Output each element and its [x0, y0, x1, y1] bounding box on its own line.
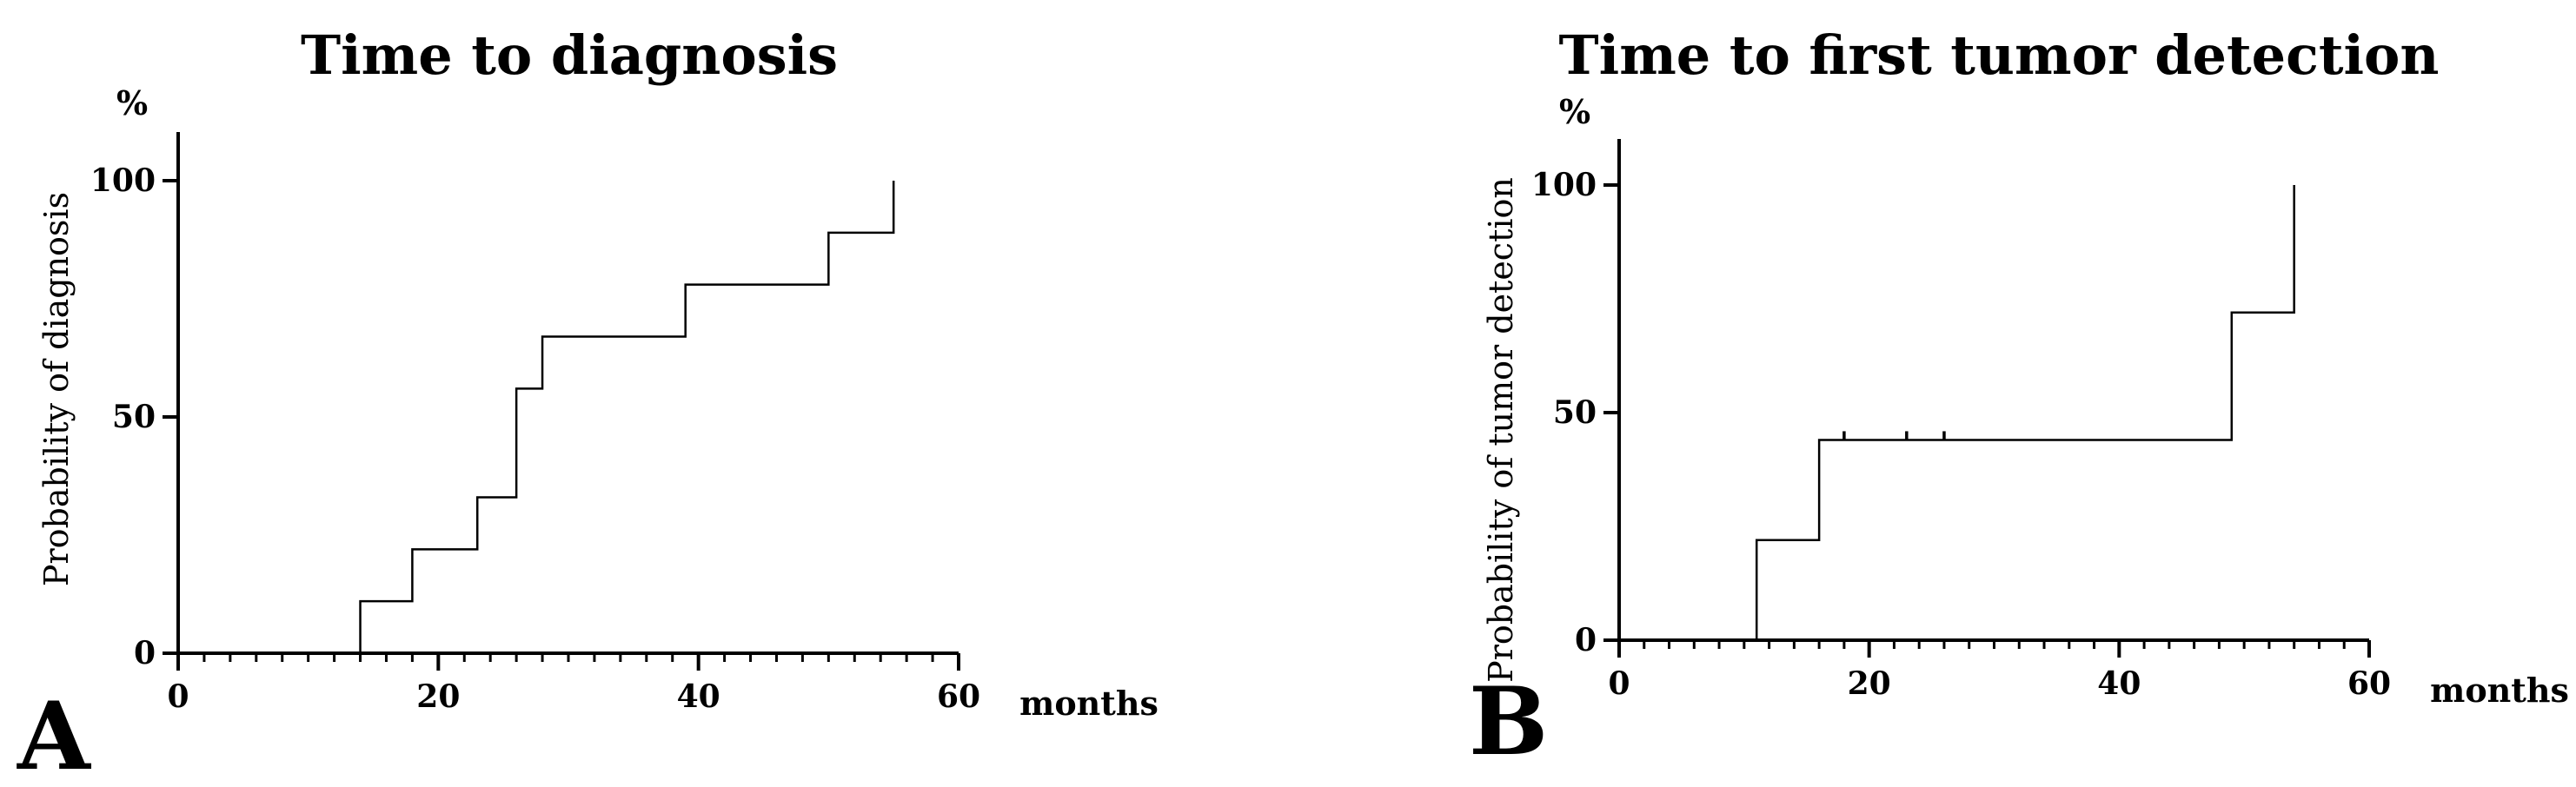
y-tick-label: 50	[1553, 394, 1597, 431]
panel-b-letter: B	[1469, 667, 1548, 777]
x-tick-label: 0	[167, 678, 189, 715]
x-tick-label: 60	[937, 678, 980, 715]
panel-b-x-unit: months	[2430, 671, 2569, 710]
panel-a: Time to diagnosis % Probability of diagn…	[17, 23, 1159, 787]
panel-b-title: Time to first tumor detection	[1559, 23, 2440, 87]
panel-b-axes	[1617, 139, 2369, 642]
panel-b-y-axis-label: Probability of tumor detection	[1482, 177, 1520, 683]
panel-b-y-unit: %	[1559, 92, 1590, 131]
y-tick-label: 100	[1531, 167, 1597, 203]
panel-a-axes	[176, 132, 959, 655]
panel-a-ticks: 0 20 40 60 0 50 100	[90, 162, 980, 715]
panel-a-y-unit: %	[116, 83, 148, 122]
x-tick-label: 40	[2097, 665, 2141, 702]
y-tick-label: 100	[90, 162, 156, 199]
panel-b-series	[1619, 185, 2295, 642]
x-tick-label: 20	[416, 678, 460, 715]
panel-a-x-unit: months	[1019, 684, 1159, 723]
km-step-curve	[178, 181, 895, 655]
km-step-curve	[1619, 185, 2295, 642]
y-tick-label: 50	[112, 399, 156, 435]
x-tick-label: 40	[677, 678, 720, 715]
y-tick-label: 0	[134, 635, 156, 671]
panel-a-title: Time to diagnosis	[301, 23, 838, 87]
y-tick-label: 0	[1575, 622, 1597, 658]
x-tick-label: 0	[1608, 665, 1630, 702]
panel-a-letter: A	[17, 682, 92, 787]
panel-b-ticks: 0 20 40 60 0 50 100	[1531, 167, 2391, 702]
x-tick-label: 20	[1848, 665, 1891, 702]
panel-a-series	[178, 181, 895, 655]
panel-a-y-axis-label: Probability of diagnosis	[37, 192, 76, 586]
panel-b: Time to first tumor detection % Probabil…	[1469, 23, 2569, 777]
x-tick-label: 60	[2347, 665, 2391, 702]
